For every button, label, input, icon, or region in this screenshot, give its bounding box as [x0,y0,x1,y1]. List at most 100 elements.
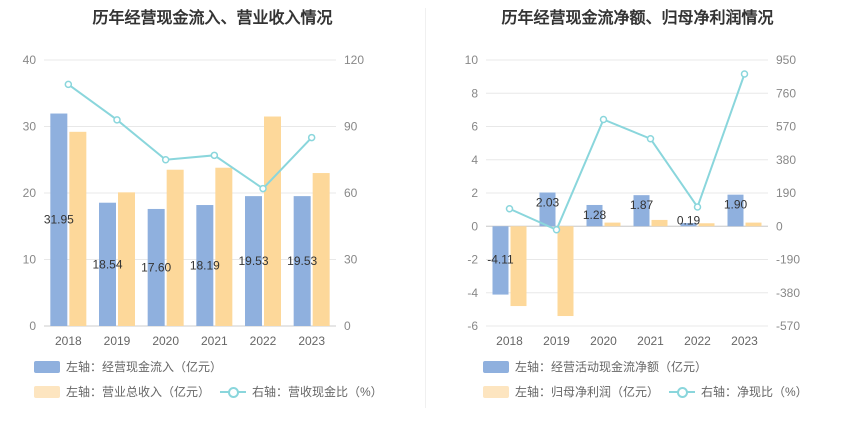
y-left-tick-label: 0 [29,319,36,333]
x-tick-label: 2022 [684,334,711,348]
bar-data-label: 18.54 [92,257,122,271]
legend-item-bar2[interactable]: 左轴：营业总收入（亿元） [34,383,210,400]
x-tick-label: 2023 [731,334,758,348]
legend-swatch [483,385,509,398]
y-left-tick-label: -2 [467,253,478,267]
bar-series1 [586,204,603,227]
line-point [505,205,514,213]
x-tick-label: 2021 [637,334,664,348]
y-left-tick-label: -4 [467,286,478,300]
bar-data-label: 17.60 [141,260,171,274]
y-left-tick-label: 0 [471,219,478,233]
y-left-tick-label: 40 [23,53,37,67]
bar-series2 [510,226,527,307]
bar-series1 [99,202,116,326]
x-tick-label: 2019 [104,334,131,348]
y-right-tick-label: 190 [776,186,796,200]
bar-data-label: 18.19 [190,259,220,273]
x-tick-label: 2023 [298,334,325,348]
y-right-tick-label: 0 [344,319,351,333]
bar-data-label: 1.87 [630,198,654,212]
bar-data-label: 19.53 [238,254,268,268]
bar-series1 [245,196,262,326]
y-left-tick-label: 6 [471,120,478,134]
legend-item-bar1[interactable]: 左轴：经营现金流入（亿元） [34,358,222,375]
bar-series2 [264,116,281,327]
y-right-tick-label: 760 [776,86,796,100]
y-right-tick-label: -190 [776,253,800,267]
legend-label: 右轴：净现比（%） [701,385,808,399]
bar-series2 [557,226,574,317]
legend-line-swatch [669,386,695,398]
bar-series1 [539,192,556,227]
line-point [259,184,267,193]
bar-series2 [118,192,135,326]
legend-label: 右轴：营收现金比（%） [252,385,383,399]
y-left-tick-label: 10 [465,53,479,67]
bar-series2 [215,167,233,326]
x-tick-label: 2019 [543,334,570,348]
bar-series1 [492,226,509,295]
legend-label: 左轴：经营现金流入（亿元） [66,360,223,374]
y-left-tick-label: 30 [23,120,37,134]
bar-data-label: 2.03 [536,196,560,210]
x-tick-label: 2020 [152,334,179,348]
line-point [307,133,316,142]
line-point [693,203,702,211]
line-series [509,73,746,232]
legend-item-bar2[interactable]: 左轴：归母净利润（亿元） [483,383,659,400]
bar-series2 [651,219,668,227]
chart-title: 历年经营现金流净额、归母净利润情况 [501,10,774,27]
x-tick-label: 2018 [55,334,82,348]
bar-data-label: 31.95 [44,213,74,227]
legend-item-line[interactable]: 右轴：营收现金比（%） [220,383,383,400]
chart-svg-net-cash: -6 -4 -2 0 2 4 6 8 10 -570 -380 -190 0 190 380 570 760 95… [465,53,801,348]
y-left-tick-label: 20 [23,186,37,200]
bar-series1 [196,205,214,326]
y-right-tick-label: -380 [776,286,800,300]
line-point [599,115,608,124]
bar-data-label: 0.19 [677,213,701,227]
y-right-tick-label: 570 [776,120,796,134]
bar-series1 [293,196,311,326]
bar-series2 [604,222,621,227]
line-point [552,226,561,234]
legend-swatch [34,385,60,398]
bar-series2 [698,223,715,227]
x-tick-label: 2018 [496,334,523,348]
y-left-tick-label: 8 [471,86,478,100]
bar-series2 [69,131,87,326]
bar-series1 [50,113,68,326]
panel-divider [425,8,426,408]
line-point [210,151,219,160]
legend-label: 左轴：归母净利润（亿元） [515,385,660,399]
line-point [740,70,749,78]
line-point [64,80,73,89]
legend-swatch [34,360,60,373]
legend-item-bar1[interactable]: 左轴：经营活动现金流净额（亿元） [483,358,707,375]
chart-title: 历年经营现金流入、营业收入情况 [92,10,333,27]
chart-panel-net-cash: 历年经营现金流净额、归母净利润情况 -6 -4 -2 0 2 4 6 8 10 -570 -380-… [425,0,850,437]
y-left-tick-label: -6 [467,319,478,333]
line-series [67,83,313,190]
bar-series2 [166,169,184,326]
bar-series1 [147,208,165,326]
bar-series1 [633,195,650,227]
y-right-tick-label: 30 [344,253,358,267]
y-right-tick-label: 950 [776,53,796,67]
y-right-tick-label: 0 [776,219,783,233]
y-right-tick-label: 90 [344,120,358,134]
legend-swatch [483,360,509,373]
y-right-tick-label: -570 [776,319,800,333]
line-point [646,135,655,143]
bar-series1 [727,194,744,227]
bar-series2 [312,173,330,326]
legend-item-line[interactable]: 右轴：净现比（%） [669,383,808,400]
line-point [161,156,170,164]
bar-data-label: -4.11 [487,252,514,266]
y-left-tick-label: 2 [471,186,478,200]
y-right-tick-label: 120 [344,53,364,67]
legend-line-swatch [220,386,246,398]
y-left-tick-label: 10 [23,253,37,267]
x-tick-label: 2022 [250,334,277,348]
